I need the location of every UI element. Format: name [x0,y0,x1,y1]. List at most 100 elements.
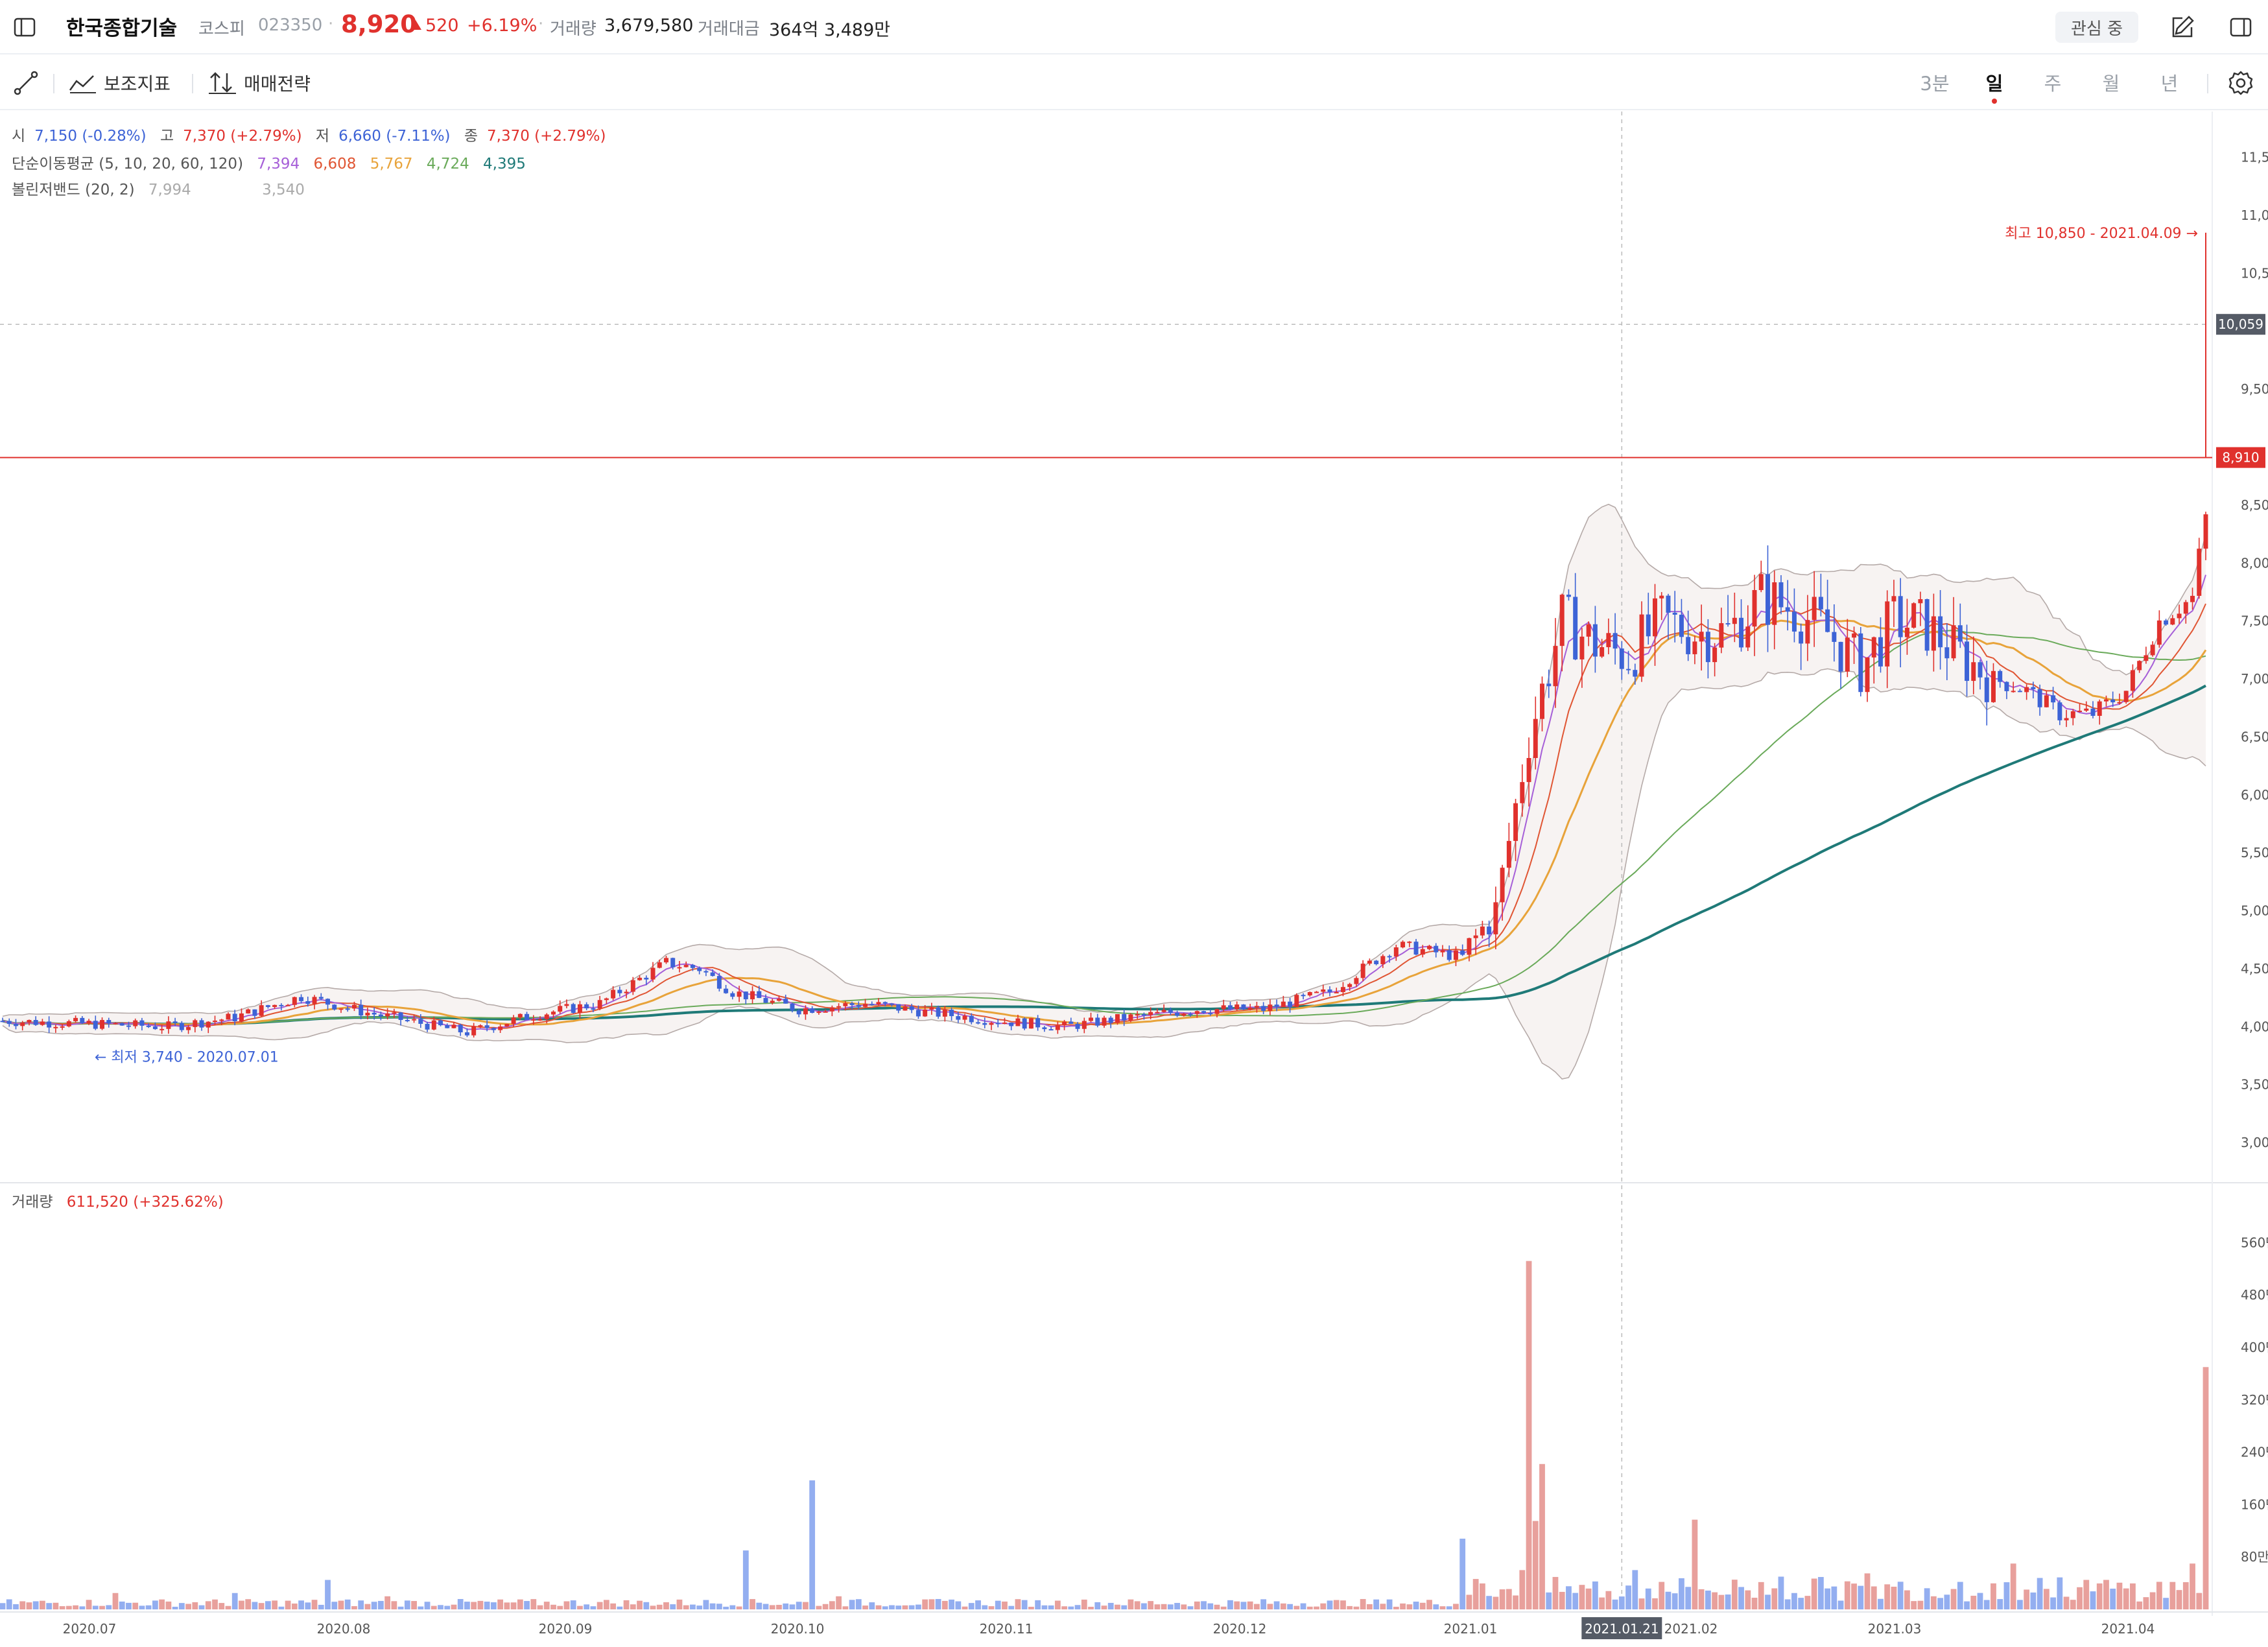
volume-bar [1167,1604,1174,1609]
volume-bar [962,1606,968,1609]
volume-bar [1930,1596,1937,1609]
candle-body [962,1015,967,1020]
candle-body [6,1021,12,1025]
candle-body [2164,620,2169,625]
candle-body [796,1010,801,1015]
candle-body [1772,582,1777,625]
period-year[interactable]: 년 [2160,73,2179,95]
edit-icon[interactable] [2164,9,2201,45]
volume-bar [132,1602,139,1609]
toolbar-divider [2207,74,2208,93]
volume-bar [431,1606,437,1609]
stock-name[interactable]: 한국종합기술 [66,17,178,40]
volume-bar [524,1601,530,1609]
volume-bar [1247,1601,1253,1609]
candle-body [525,1013,530,1020]
sidebar-toggle-icon[interactable] [6,9,43,45]
panel-layout-icon[interactable] [2223,9,2259,45]
candle-body [398,1012,403,1020]
volume-bar [2130,1583,2136,1609]
candle-body [1208,1013,1213,1015]
candle-body [451,1025,456,1028]
volume-bar [1851,1583,1857,1609]
price-tick-label: 5,500 [2241,845,2268,860]
volume-bar [988,1606,995,1609]
candle-body [1081,1021,1087,1029]
candle-body [1062,1021,1067,1026]
crosshair-date-text: 2021.01.21 [1585,1621,1659,1637]
date-tick-label: 2020.09 [539,1621,593,1637]
candle-body [1506,840,1511,868]
candle-body [1055,1025,1060,1030]
volume-bar [670,1604,676,1609]
candle-body [604,998,609,1001]
volume-bar [530,1599,537,1609]
candle-body [2123,691,2129,702]
volume-bar [1864,1573,1871,1609]
candle-body [949,1010,954,1017]
price-tick-label: 8,000 [2241,555,2268,571]
current-price: 8,920 [341,10,418,38]
candle-body [1035,1018,1041,1028]
volume-bar [537,1605,543,1609]
volume-bar [663,1602,669,1609]
volume-bar [716,1604,722,1609]
draw-line-icon[interactable] [9,65,43,101]
strategy-button[interactable]: 매매전략 [207,65,311,101]
volume-bar [1366,1604,1373,1609]
volume-bar [1997,1599,2003,1609]
candle-body [2117,702,2122,704]
price-tick-label: 8,500 [2241,497,2268,513]
volume-bar [1353,1606,1360,1609]
volume-bar [683,1605,689,1609]
volume-bar [2030,1592,2037,1609]
volume-bar [510,1602,517,1609]
ma120-line [2,684,2206,1026]
settings-gear-icon[interactable] [2223,65,2259,101]
volume-bar [656,1604,663,1609]
candle-body [1732,617,1737,624]
volume-bar [285,1600,291,1609]
candle-body [232,1013,237,1021]
volume-bar [2010,1563,2016,1609]
volume-bar [928,1599,935,1609]
volume-bar [1154,1604,1161,1609]
watchlist-button[interactable]: 관심 중 [2055,12,2138,43]
indicator-button[interactable]: 보조지표 [67,65,171,101]
volume-bar [1585,1588,1592,1609]
volume-bar [1605,1591,1612,1609]
candle-body [1268,1004,1273,1012]
volume-bar [1831,1586,1837,1609]
price-tick-label: 10,500 [2241,265,2268,281]
volume-bar [1068,1606,1074,1609]
candle-body [2070,711,2075,718]
candle-body [2170,618,2175,625]
volume-bar [1950,1589,1957,1609]
period-3min[interactable]: 3분 [1920,73,1950,95]
volume-bar [1791,1593,1797,1609]
candle-body [1646,614,1651,637]
volume-bar [1486,1596,1493,1609]
price-chart[interactable]: 11,500 11,000 10,500 9,500 8,500 8,000 7,500 7,… [0,112,2268,1647]
candle-body [923,1009,928,1017]
candle-body [2177,613,2182,619]
volume-bar [139,1606,145,1609]
volume-bar [709,1603,716,1609]
candle-body [2044,695,2049,707]
candle-body [199,1020,204,1028]
candle-body [690,965,695,968]
volume-bar [769,1605,775,1609]
period-day[interactable]: 일 [1985,73,2003,95]
volume-bar [1612,1599,1618,1609]
candle-body [2077,710,2083,712]
volume-bar [0,1603,6,1609]
candle-body [1633,670,1638,677]
candle-body [1188,1013,1193,1015]
period-week[interactable]: 주 [2044,73,2062,95]
candle-body [1858,633,1863,693]
volume-bar [882,1606,888,1609]
candle-body [372,1012,377,1015]
candle-body [1487,926,1492,934]
period-month[interactable]: 월 [2102,73,2120,95]
volume-bar [1021,1600,1028,1609]
